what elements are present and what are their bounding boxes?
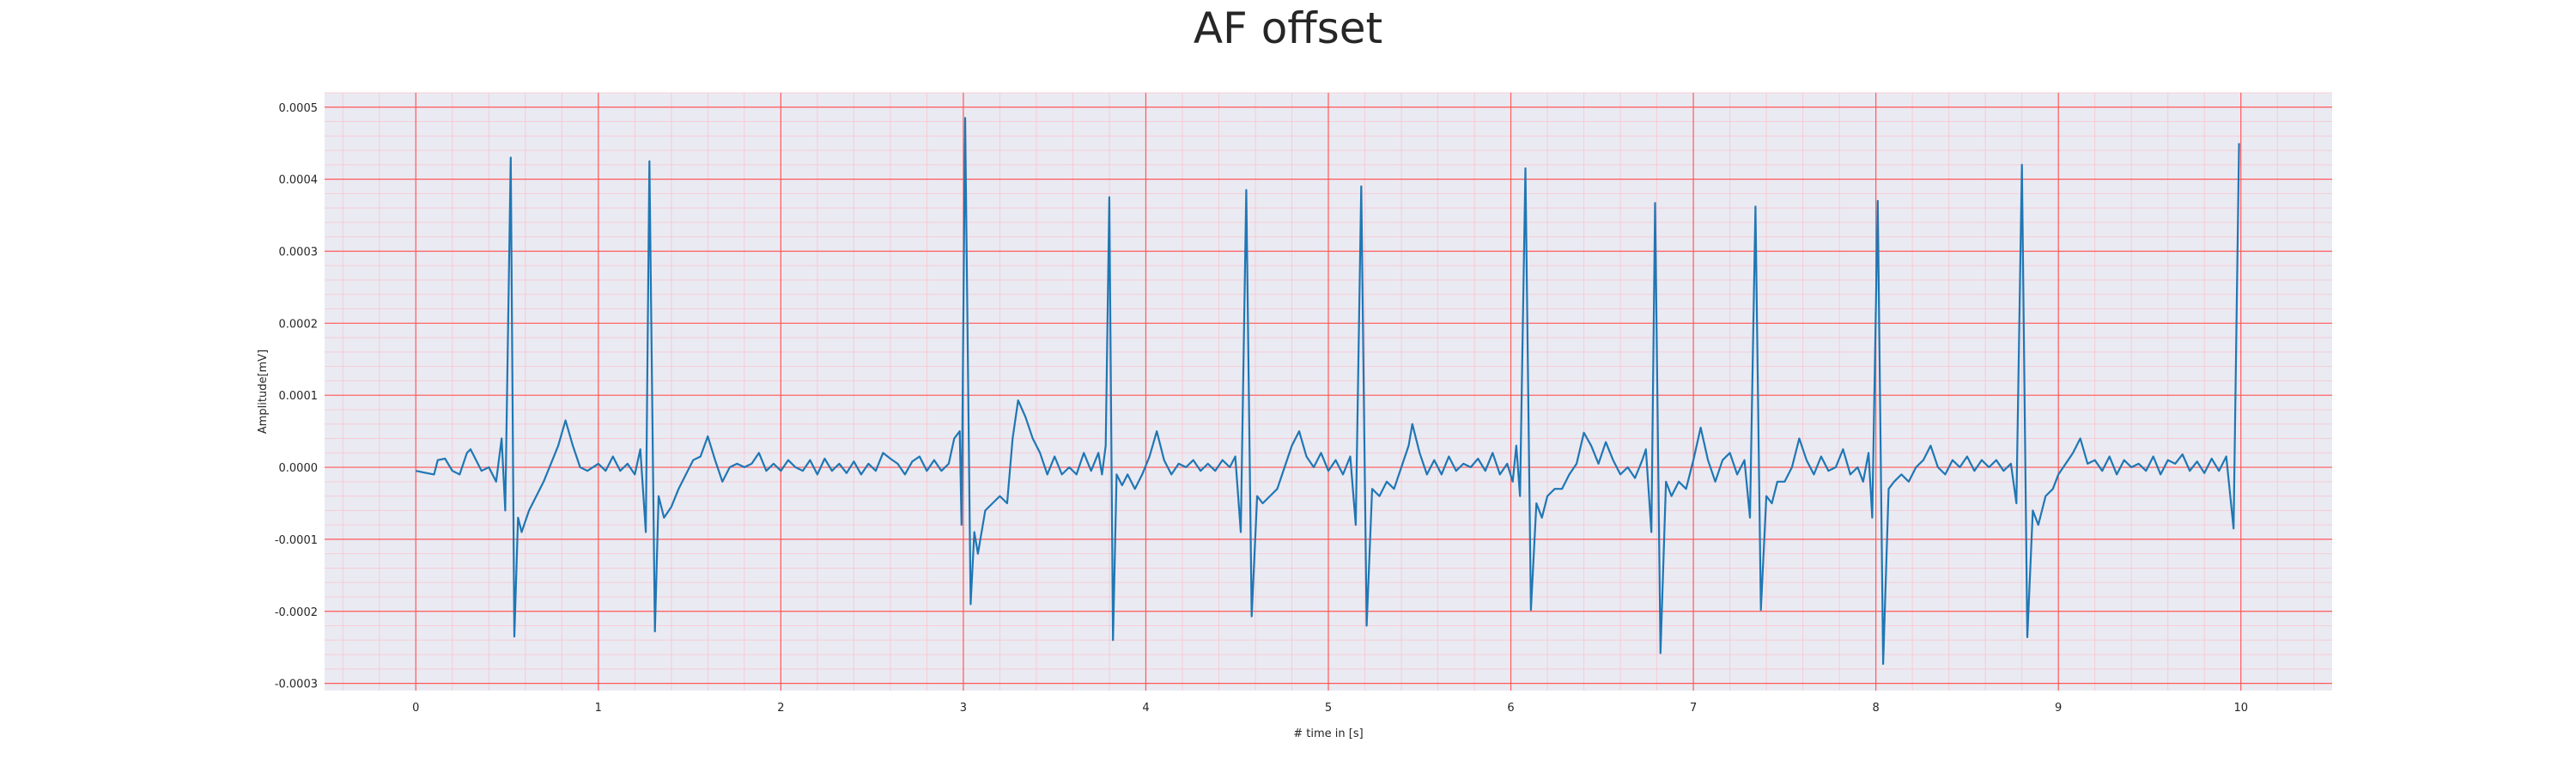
- y-tick-labels: -0.0003 -0.0002 -0.0001 0.0000 0.0001 0.0002 0…: [275, 102, 318, 691]
- x-tick-label: 6: [1507, 702, 1514, 715]
- x-tick-labels: 0 1 2 3 4 5 6 7 8 9 10: [412, 702, 2248, 715]
- x-tick-label: 10: [2233, 702, 2248, 715]
- y-tick-label: 0.0003: [279, 246, 319, 259]
- x-tick-label: 3: [960, 702, 967, 715]
- x-tick-label: 8: [1872, 702, 1879, 715]
- y-tick-label: 0.0005: [279, 102, 319, 115]
- x-tick-label: 0: [412, 702, 419, 715]
- x-tick-label: 1: [595, 702, 602, 715]
- y-tick-label: 0.0002: [279, 318, 319, 331]
- x-tick-label: 4: [1142, 702, 1149, 715]
- ecg-signal-line: [416, 117, 2240, 666]
- chart-title: AF offset: [1194, 3, 1382, 53]
- y-tick-label: 0.0004: [279, 174, 319, 187]
- x-tick-label: 9: [2055, 702, 2062, 715]
- y-tick-label: 0.0001: [279, 390, 319, 403]
- x-axis-label: # time in [s]: [1293, 727, 1363, 740]
- x-tick-label: 2: [777, 702, 784, 715]
- x-tick-label: 5: [1325, 702, 1332, 715]
- y-tick-label: -0.0001: [275, 534, 318, 547]
- y-axis-label: Amplitude[mV]: [257, 350, 270, 434]
- y-tick-label: -0.0003: [275, 679, 318, 691]
- y-tick-label: 0.0000: [279, 462, 319, 475]
- y-tick-label: -0.0002: [275, 606, 318, 619]
- major-grid: [325, 93, 2332, 691]
- x-tick-label: 7: [1690, 702, 1697, 715]
